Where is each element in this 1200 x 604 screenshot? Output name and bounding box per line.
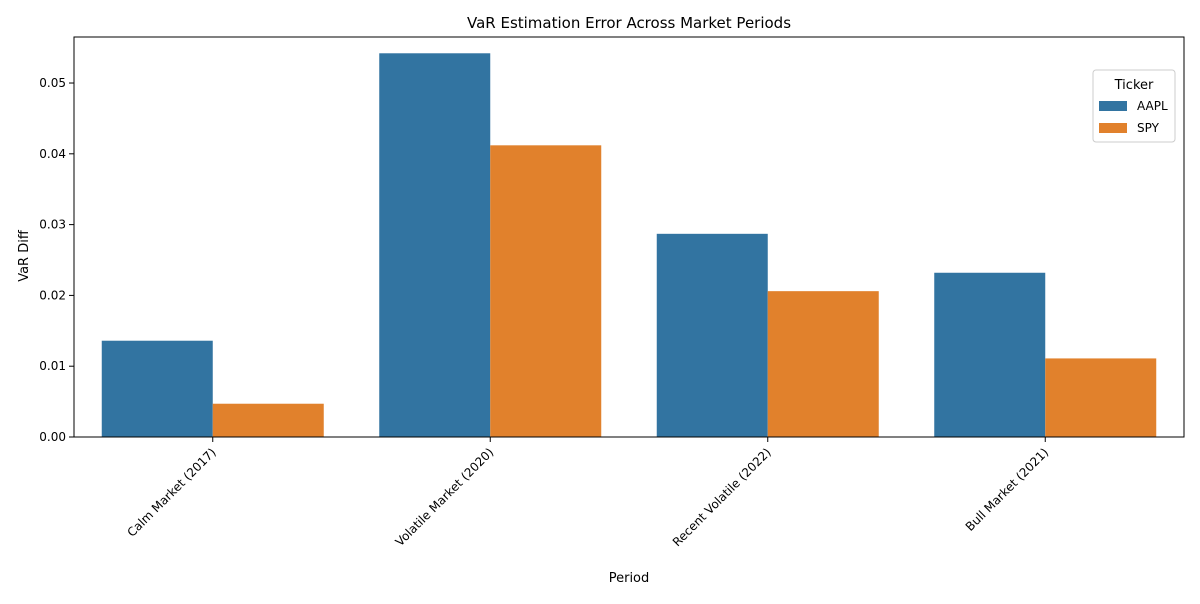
- bar-aapl-0: [101, 340, 213, 437]
- chart-title: VaR Estimation Error Across Market Perio…: [467, 14, 791, 32]
- legend-swatch-aapl: [1099, 101, 1127, 111]
- y-tick-label: 0.00: [39, 430, 66, 444]
- bar-aapl-3: [934, 272, 1046, 437]
- y-tick-label: 0.03: [39, 218, 66, 232]
- bar-spy-1: [490, 145, 602, 437]
- bar-aapl-1: [379, 53, 491, 438]
- bar-spy-3: [1045, 358, 1157, 437]
- y-tick-label: 0.04: [39, 147, 66, 161]
- legend-swatch-spy: [1099, 123, 1127, 133]
- y-tick-label: 0.05: [39, 76, 66, 90]
- plot-frame: [73, 36, 1185, 438]
- y-axis-label: VaR Diff: [17, 229, 32, 282]
- bar-spy-0: [212, 403, 324, 437]
- legend-title: Ticker: [1114, 78, 1154, 93]
- y-tick-label: 0.02: [39, 288, 66, 302]
- y-tick-label: 0.01: [39, 359, 66, 373]
- x-axis-label: Period: [609, 571, 650, 586]
- bar-spy-2: [767, 291, 879, 437]
- bar-aapl-2: [656, 233, 768, 437]
- legend-label-spy: SPY: [1137, 121, 1160, 135]
- bars-group: [101, 53, 1157, 438]
- legend: Ticker AAPL SPY: [1092, 69, 1176, 143]
- legend-label-aapl: AAPL: [1137, 99, 1168, 113]
- y-axis: 0.00 0.01 0.02 0.03 0.04 0.05: [39, 76, 74, 444]
